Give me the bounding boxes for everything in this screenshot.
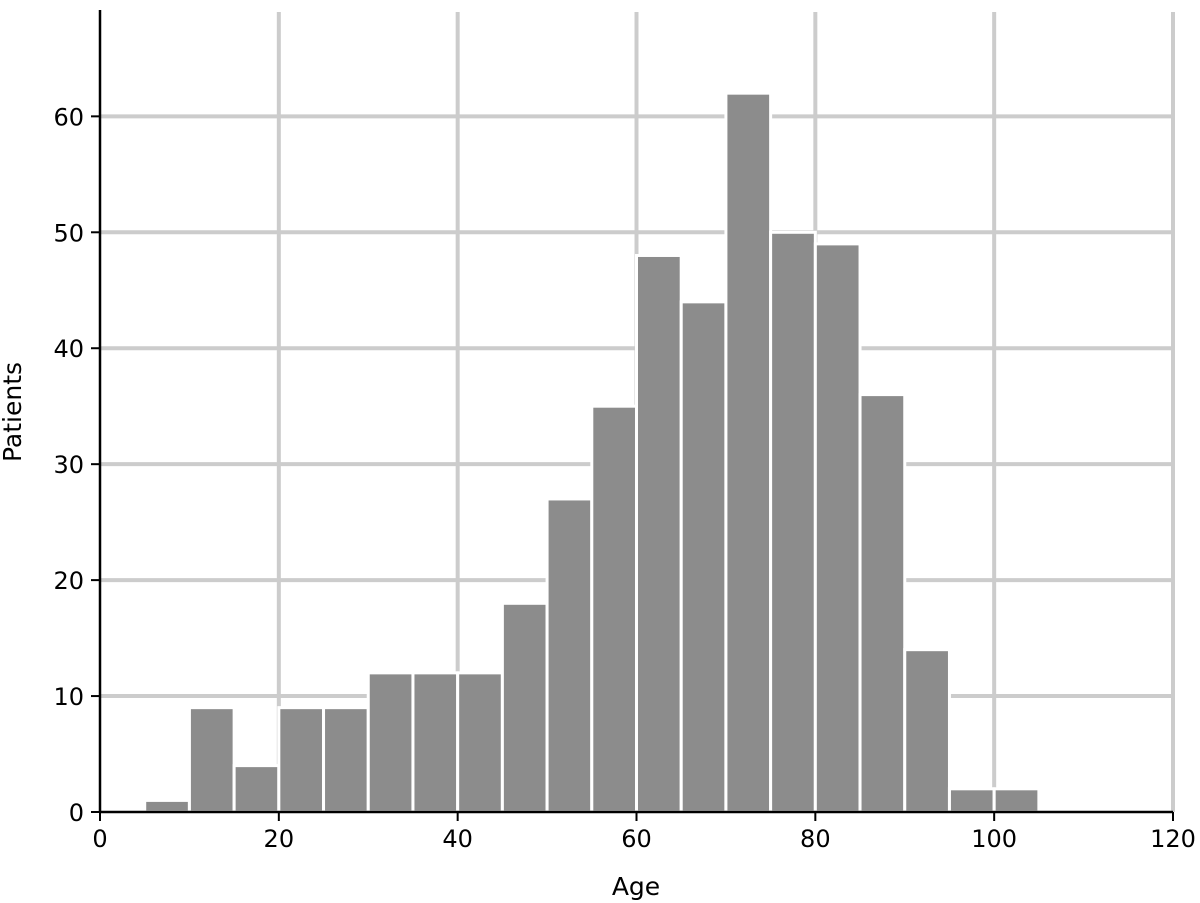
x-tick-label-100: 100 bbox=[971, 825, 1017, 853]
x-tick-label-20: 20 bbox=[264, 825, 295, 853]
histogram-bar-65-70 bbox=[679, 300, 728, 814]
x-tick-label-120: 120 bbox=[1150, 825, 1196, 853]
x-tick-label-40: 40 bbox=[442, 825, 473, 853]
histogram-bar-75-80 bbox=[769, 230, 817, 814]
histogram-bar-5-10 bbox=[143, 798, 191, 814]
x-tick-label-80: 80 bbox=[800, 825, 831, 853]
histogram-bar-45-50 bbox=[500, 601, 549, 814]
histogram-bar-70-75 bbox=[724, 91, 773, 814]
histogram-bar-20-25 bbox=[277, 706, 326, 814]
x-tick-label-0: 0 bbox=[92, 825, 107, 853]
histogram-bar-15-20 bbox=[232, 764, 281, 814]
y-tick-label-20: 20 bbox=[53, 567, 84, 595]
histogram-bar-80-85 bbox=[813, 242, 862, 814]
y-ticks: 0 10 20 30 40 50 60 bbox=[53, 103, 100, 827]
x-tick-label-60: 60 bbox=[621, 825, 652, 853]
histogram-bar-25-30 bbox=[322, 706, 370, 814]
y-tick-label-60: 60 bbox=[53, 103, 84, 131]
histogram-bar-40-45 bbox=[456, 671, 504, 814]
x-ticks: 0 20 40 60 80 100 120 bbox=[92, 812, 1196, 853]
histogram-bars bbox=[143, 91, 1041, 814]
histogram-bar-30-35 bbox=[366, 671, 415, 814]
histogram-bar-50-55 bbox=[545, 497, 594, 814]
y-tick-label-40: 40 bbox=[53, 335, 84, 363]
y-tick-label-0: 0 bbox=[69, 799, 84, 827]
y-tick-label-30: 30 bbox=[53, 451, 84, 479]
y-tick-label-10: 10 bbox=[53, 683, 84, 711]
histogram-bar-100-105 bbox=[992, 787, 1041, 814]
histogram-bar-60-65 bbox=[635, 253, 683, 814]
y-tick-label-50: 50 bbox=[53, 219, 84, 247]
histogram-bar-55-60 bbox=[590, 404, 639, 814]
y-axis-title: Patients bbox=[0, 362, 27, 462]
histogram-bar-10-15 bbox=[187, 706, 236, 814]
histogram-bar-95-100 bbox=[947, 787, 996, 814]
x-axis-title: Age bbox=[612, 872, 660, 901]
histogram-bar-35-40 bbox=[411, 671, 460, 814]
histogram-bar-85-90 bbox=[858, 393, 907, 814]
histogram-bar-90-95 bbox=[903, 648, 951, 814]
